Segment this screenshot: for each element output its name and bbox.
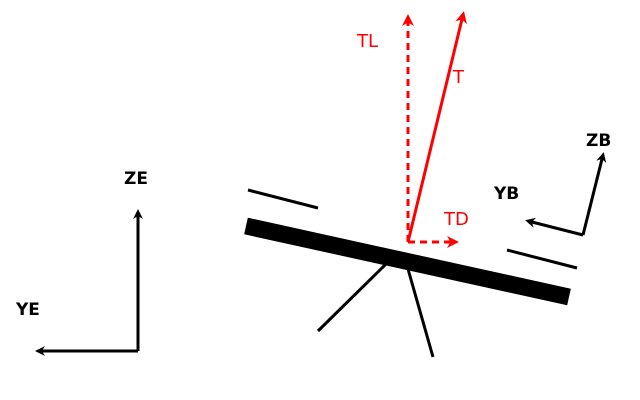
body-frame: ZB YB bbox=[493, 131, 611, 237]
body-z-label: ZB bbox=[586, 131, 611, 151]
earth-y-label: YE bbox=[15, 300, 40, 320]
right-rotor-blade bbox=[506, 248, 578, 270]
body-y-axis bbox=[525, 217, 584, 237]
thrust-label: T bbox=[452, 67, 465, 88]
earth-frame: ZE YE bbox=[15, 169, 148, 356]
left-leg bbox=[316, 262, 388, 333]
vehicle bbox=[244, 188, 578, 358]
drag-label: TD bbox=[443, 209, 469, 230]
earth-z-label: ZE bbox=[124, 169, 148, 189]
body-z-axis bbox=[581, 152, 607, 236]
body-y-label: YB bbox=[493, 184, 519, 204]
thrust-arrow bbox=[406, 11, 467, 243]
left-rotor-blade bbox=[247, 188, 319, 210]
lift-label: TL bbox=[356, 31, 378, 52]
force-vectors: TL T TD bbox=[356, 11, 469, 248]
right-leg bbox=[406, 268, 435, 358]
body-beam bbox=[244, 217, 571, 306]
